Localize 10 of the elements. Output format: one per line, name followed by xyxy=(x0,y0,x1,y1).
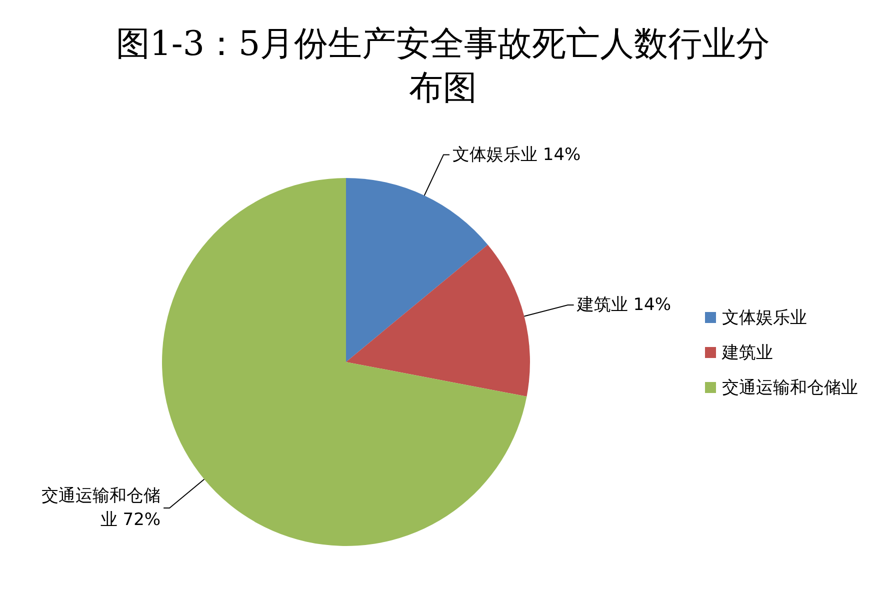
pie-slice xyxy=(346,244,530,396)
data-label: 文体娱乐业 14% xyxy=(452,144,581,164)
legend-label: 建筑业 xyxy=(722,342,773,364)
data-label: 交通运输和仓储业 72% xyxy=(42,486,161,530)
chart-title: 图1-3：5月份生产安全事故死亡人数行业分布图 xyxy=(114,23,772,110)
pie-slice xyxy=(162,178,527,546)
legend-label: 交通运输和仓储业 xyxy=(722,376,858,398)
pie-slice xyxy=(346,178,488,362)
legend-label: 文体娱乐业 xyxy=(722,306,807,328)
data-label: 建筑业 14% xyxy=(576,294,672,315)
